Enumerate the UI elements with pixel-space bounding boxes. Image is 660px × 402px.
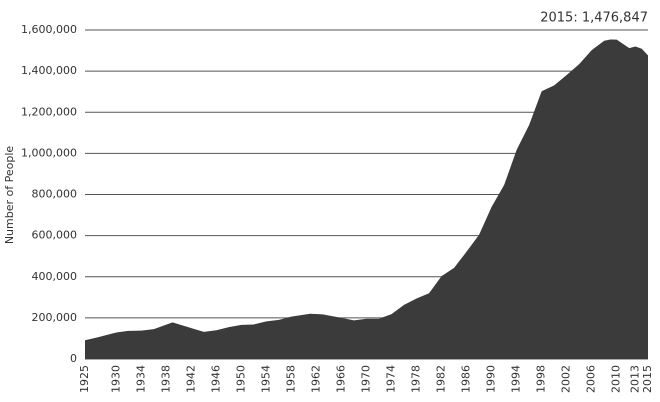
annotation: 2015: 1,476,847: [540, 11, 648, 26]
y-tick-label: 200,000: [32, 311, 78, 324]
x-tick-label: 1942: [184, 365, 197, 393]
x-tick-label: 1930: [109, 365, 122, 393]
y-tick-label: 800,000: [32, 188, 78, 201]
y-tick-label: 600,000: [32, 229, 78, 242]
x-tick-label: 1925: [78, 365, 91, 393]
y-tick-label: 1,200,000: [21, 105, 77, 118]
x-tick-label: 1990: [485, 365, 498, 393]
x-tick-label: 2006: [585, 365, 598, 393]
x-tick-label: 1998: [535, 365, 548, 393]
x-tick-label: 1986: [460, 365, 473, 393]
y-axis-label: Number of People: [3, 146, 16, 245]
x-tick-label: 1958: [284, 365, 297, 393]
x-tick-label: 1938: [159, 365, 172, 393]
x-tick-label: 1962: [309, 365, 322, 393]
y-tick-label: 1,600,000: [21, 23, 77, 36]
x-tick-label: 1974: [385, 365, 398, 393]
x-tick-label: 1994: [510, 365, 523, 393]
y-tick-label: 400,000: [32, 270, 78, 283]
x-tick-label: 1982: [435, 365, 448, 393]
x-tick-label: 1954: [259, 365, 272, 393]
x-tick-label: 1978: [410, 365, 423, 393]
x-tick-label: 1946: [209, 365, 222, 393]
x-tick-label: 1966: [334, 365, 347, 393]
y-tick-label: 1,000,000: [21, 146, 77, 159]
y-tick-label: 1,400,000: [21, 64, 77, 77]
x-tick-label: 1950: [234, 365, 247, 393]
y-tick-label: 0: [70, 352, 77, 365]
x-tick-label: 2010: [610, 365, 623, 393]
x-tick-label: 1934: [134, 365, 147, 393]
area: [85, 39, 648, 360]
x-tick-label: 1970: [360, 365, 373, 393]
x-tick-label: 2002: [560, 365, 573, 393]
x-tick-label: 2015: [641, 365, 654, 393]
x-tick-label: 2013: [628, 365, 641, 393]
